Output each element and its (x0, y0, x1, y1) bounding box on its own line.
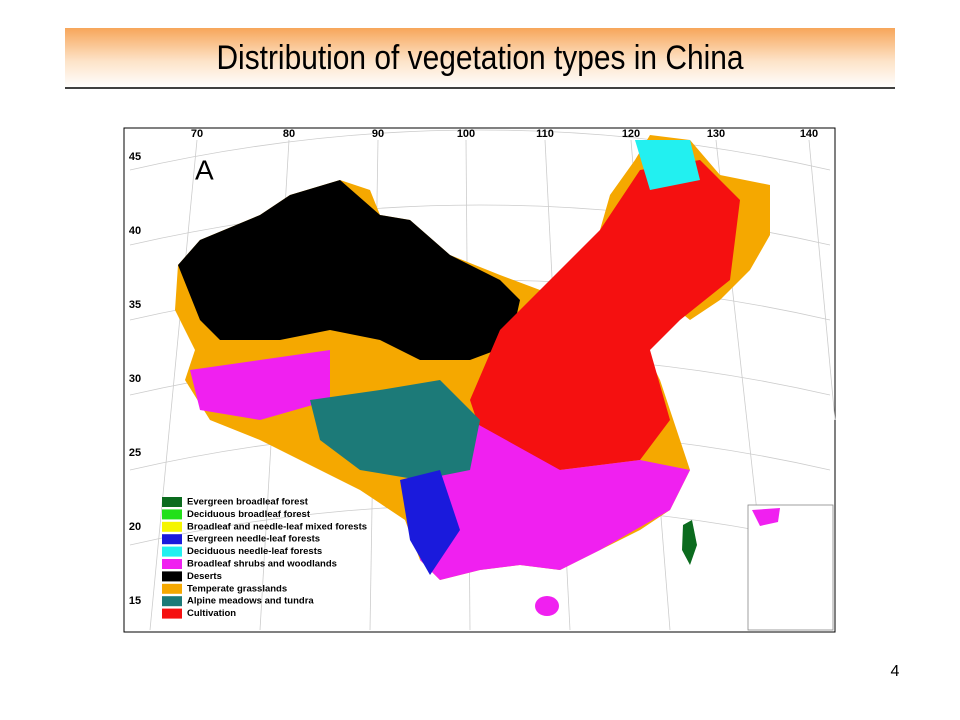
inset-map (747, 504, 834, 631)
latitude-label: 30 (129, 373, 141, 385)
legend-label: Evergreen needle-leaf forests (187, 534, 320, 545)
longitude-label: 130 (707, 128, 725, 140)
legend-swatch (162, 583, 182, 594)
latitude-label: 20 (129, 521, 141, 533)
longitude-label: 100 (457, 128, 475, 140)
panel-label: A (195, 154, 214, 185)
legend-swatch (162, 571, 182, 582)
page-number: 4 (891, 663, 900, 680)
legend-label: Alpine meadows and tundra (187, 596, 314, 607)
latitude-label: 45 (129, 151, 141, 163)
latitude-label: 35 (129, 299, 141, 311)
legend-label: Temperate grasslands (187, 583, 287, 594)
latitude-label: 15 (129, 595, 141, 607)
legend-swatch (162, 534, 182, 545)
legend-swatch (162, 546, 182, 557)
legend-swatch (162, 596, 182, 607)
longitude-label: 140 (800, 128, 818, 140)
legend-label: Cultivation (187, 608, 236, 619)
longitude-label: 110 (536, 128, 554, 140)
title-band (65, 28, 895, 88)
longitude-label: 90 (372, 128, 384, 140)
legend-swatch (162, 608, 182, 619)
legend-label: Broadleaf and needle-leaf mixed forests (187, 521, 367, 532)
legend-swatch (162, 509, 182, 520)
legend-label: Deciduous broadleaf forest (187, 509, 311, 520)
inset-land (752, 508, 780, 526)
longitude-label: 80 (283, 128, 295, 140)
legend-swatch (162, 521, 182, 532)
legend-label: Deciduous needle-leaf forests (187, 546, 322, 557)
legend-label: Deserts (187, 571, 222, 582)
latitude-label: 25 (129, 447, 141, 459)
legend-swatch (162, 559, 182, 569)
title: Distribution of vegetation types in Chin… (216, 38, 743, 76)
legend-swatch (162, 497, 182, 507)
legend-label: Broadleaf shrubs and woodlands (187, 559, 337, 570)
map: A 70 80 90 100 110 120 130 140 45 40 35 30 25 20 15 E… (123, 127, 836, 633)
vegetation-map (175, 135, 770, 616)
latitude-label: 40 (129, 225, 141, 237)
longitude-label: 70 (191, 128, 203, 140)
legend-label: Evergreen broadleaf forest (187, 497, 309, 508)
longitude-label: 120 (622, 128, 640, 140)
